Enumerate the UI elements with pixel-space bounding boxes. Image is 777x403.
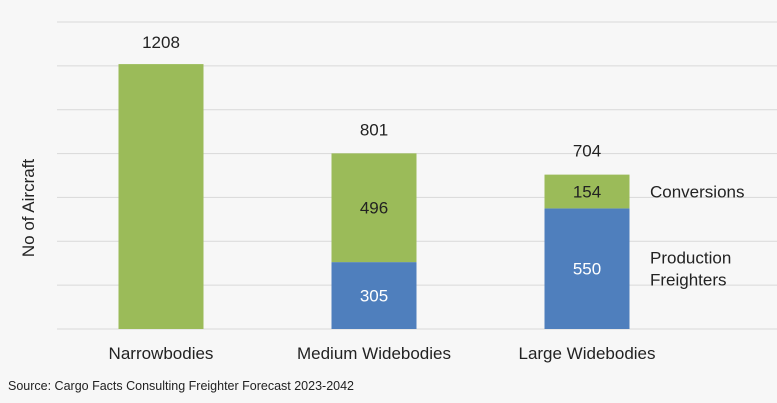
x-axis-ticks: Narrowbodies Medium Widebodies Large Wideb… (109, 344, 656, 363)
bar-conversions (331, 153, 417, 263)
x-tick-label: Large Widebodies (518, 344, 655, 363)
segment-value-label: 305 (360, 287, 388, 306)
series-label: Conversions (650, 183, 745, 202)
bars (118, 64, 630, 330)
data-labels: 1208 305 496 801 550 154 704 (142, 33, 601, 305)
total-value-label: 704 (573, 142, 601, 161)
segment-value-label: 154 (573, 183, 601, 202)
x-tick-label: Medium Widebodies (297, 344, 451, 363)
x-tick-label: Narrowbodies (109, 344, 214, 363)
segment-value-label: 1208 (142, 33, 180, 52)
segment-value-label: 550 (573, 260, 601, 279)
series-labels: Production Freighters Conversions (650, 183, 745, 290)
bar-production-freighters (331, 262, 417, 329)
total-value-label: 801 (360, 120, 388, 139)
source-note: Source: Cargo Facts Consulting Freighter… (8, 379, 354, 393)
bar-production-freighters (544, 208, 630, 329)
segment-value-label: 496 (360, 199, 388, 218)
series-label: Production Freighters (650, 249, 731, 290)
bar-conversions (118, 64, 204, 330)
bar-conversions (544, 174, 630, 209)
y-axis-label: No of Aircraft (19, 159, 38, 258)
